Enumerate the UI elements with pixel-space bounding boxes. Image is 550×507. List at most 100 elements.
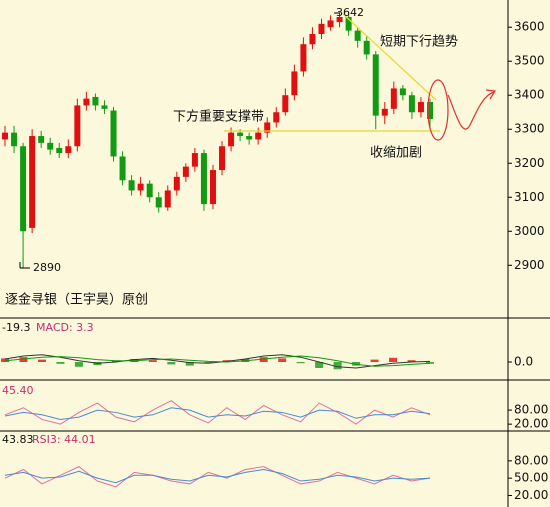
indicator-line [4, 400, 431, 425]
plot-layer: 2900 3000 3100 3200 3300 3400 3500 3600 0.0 20.00… [1, 12, 548, 502]
macd-bar [296, 362, 305, 364]
candle-body [20, 146, 27, 232]
macd-bar [333, 362, 342, 370]
macd-bar [37, 359, 46, 362]
author-label: 逐金寻银（王宇昊）原创 [5, 292, 148, 308]
candle-body [291, 71, 298, 96]
indicator-line [4, 468, 431, 484]
macd-bar [19, 357, 28, 362]
macd-bar [167, 362, 176, 365]
macd-bar [111, 360, 120, 362]
macd-bar [315, 362, 324, 368]
highlight-ellipse [427, 79, 449, 141]
macd-bar [370, 359, 379, 362]
high-label: 3642 [336, 6, 364, 19]
candle-body [92, 96, 99, 106]
annotation: 收缩加剧 [370, 145, 422, 161]
y-tick-label: 80.00 [514, 453, 548, 467]
y-tick-label: 3400 [514, 88, 545, 102]
macd-bar [259, 357, 268, 362]
macd-bar [426, 362, 434, 364]
candle-body [228, 132, 235, 147]
candle-body [327, 20, 334, 28]
macd-bar [1, 358, 9, 362]
candle-body [38, 136, 45, 143]
y-tick-label: 3600 [514, 20, 545, 34]
candle-body [246, 136, 253, 140]
candle-body [191, 153, 198, 167]
macd-bar [74, 362, 83, 367]
y-tick-label: 20.00 [514, 417, 548, 431]
candle-body [300, 44, 307, 72]
candle-body [318, 23, 325, 35]
y-tick-label: 3300 [514, 122, 545, 136]
candle-body [209, 170, 216, 205]
candle-body [390, 88, 397, 109]
annotation: 短期下行趋势 [380, 34, 458, 50]
candle-body [155, 197, 162, 208]
y-tick-label: 80.00 [514, 403, 548, 417]
candle-body [56, 147, 63, 154]
candle-body [29, 136, 36, 228]
candle-body [146, 183, 153, 198]
indicator-line [4, 407, 431, 420]
candle-body [255, 132, 262, 140]
panel-label: MACD: 3.3 [36, 321, 94, 334]
annotation: 下方重要支撑带 [173, 109, 264, 125]
candle-body [264, 122, 271, 133]
candle-body [309, 34, 316, 45]
y-tick-label: 50.00 [514, 471, 548, 485]
candle-body [219, 146, 226, 171]
candle-body [237, 132, 244, 137]
indicator-line [4, 355, 431, 367]
trend-line [341, 12, 437, 101]
candle-body [110, 110, 117, 157]
panel-label: RSI3: 44.01 [32, 433, 96, 446]
candle-body [282, 95, 289, 113]
y-tick-label: 20.00 [514, 488, 548, 502]
candle-body [408, 95, 415, 113]
panel-label: -19.3 [2, 321, 30, 334]
candle-body [65, 146, 72, 154]
candle-body [128, 180, 135, 191]
candle-body [354, 30, 361, 41]
candle-body [363, 40, 370, 55]
candle-body [119, 156, 126, 181]
candle-body [273, 112, 280, 123]
candle-body [200, 153, 207, 205]
macd-bar [389, 357, 398, 362]
y-tick-label: 3500 [514, 54, 545, 68]
y-tick-label: 2900 [514, 258, 545, 272]
candle-body [83, 98, 90, 106]
candle-body [381, 108, 388, 116]
candle-body [417, 102, 424, 113]
indicator-line [4, 354, 431, 369]
y-tick-label: 3100 [514, 190, 545, 204]
candle-body [2, 132, 8, 140]
y-tick-label: 3000 [514, 224, 545, 238]
macd-bar [204, 362, 213, 364]
candle-body [427, 102, 433, 120]
panel-label: 45.40 [2, 384, 34, 397]
macd-bar [185, 362, 194, 366]
y-tick-label: 3200 [514, 156, 545, 170]
candle-body [372, 54, 379, 116]
candle-body [47, 142, 54, 150]
candle-body [336, 17, 343, 23]
macd-bar [148, 360, 157, 362]
macd-bar [352, 362, 361, 366]
candle-body [101, 105, 108, 109]
low-label: 2890 [33, 261, 61, 274]
macd-bar [278, 358, 287, 362]
candle-body [345, 17, 352, 31]
macd-bar [407, 360, 416, 362]
macd-bar [56, 362, 65, 364]
arrow-head [485, 89, 497, 100]
candle-body [173, 176, 180, 191]
indicator-line [4, 466, 431, 488]
candle-body [399, 88, 406, 96]
candle-body [11, 132, 18, 147]
candle-body [164, 190, 171, 208]
panel-label: 43.83 [2, 433, 34, 446]
candle-body [137, 183, 144, 191]
